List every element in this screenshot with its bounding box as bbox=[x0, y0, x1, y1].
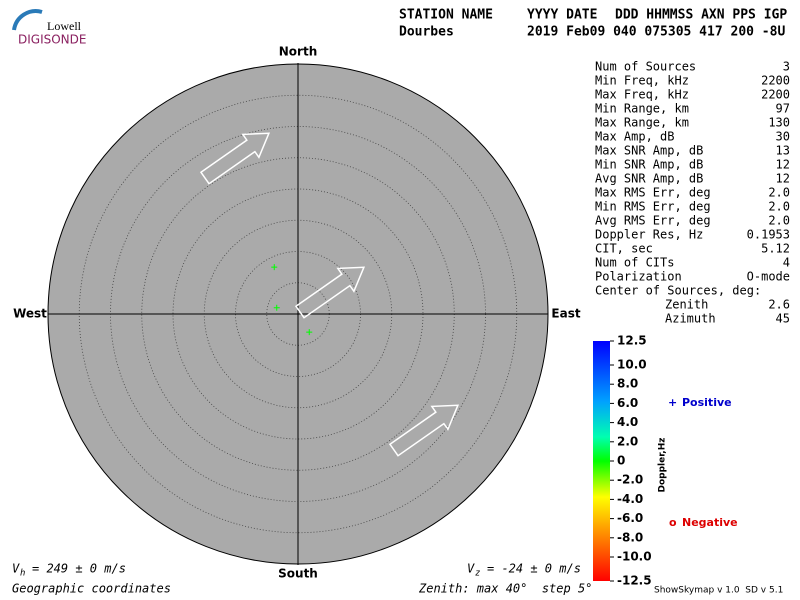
zenith: Zenith: max 40° step 5° bbox=[418, 582, 592, 596]
stat-label: Num of CITs bbox=[595, 256, 674, 270]
dir-north: North bbox=[279, 45, 317, 59]
stat-label: Center of Sources, deg: bbox=[595, 284, 761, 298]
stat-label: Num of Sources bbox=[595, 60, 696, 74]
stat-label: Polarization bbox=[595, 270, 682, 284]
stat-label: Avg SNR Amp, dB bbox=[595, 172, 703, 186]
stat-value: 2.6 bbox=[768, 298, 790, 312]
colorbar bbox=[593, 341, 610, 581]
stat-label: CIT, sec bbox=[595, 242, 653, 256]
colorbar-tick-label: 8.0 bbox=[617, 377, 638, 391]
stat-label: Min SNR Amp, dB bbox=[595, 158, 703, 172]
version: ShowSkymap v 1.0 SD v 5.1 bbox=[654, 586, 783, 596]
stat-value: 2.0 bbox=[768, 200, 790, 214]
stat-value: 5.12 bbox=[761, 242, 790, 256]
colorbar-tick-label: 10.0 bbox=[617, 358, 647, 372]
colorbar-tick-label: -2.0 bbox=[617, 473, 643, 487]
logo-bottom: DIGISONDE bbox=[18, 33, 86, 47]
header-col: DDD HHMMSS AXN PPS IGP bbox=[615, 8, 787, 23]
stat-value: 130 bbox=[768, 116, 790, 130]
dir-south: South bbox=[278, 567, 318, 581]
stat-value: 3 bbox=[783, 60, 790, 74]
colorbar-title: Doppler,Hz bbox=[658, 437, 668, 492]
dir-east: East bbox=[551, 307, 580, 321]
logo-swoosh bbox=[12, 9, 43, 31]
stat-label: Max Amp, dB bbox=[595, 130, 674, 144]
stat-value: 45 bbox=[776, 312, 790, 326]
vh-symbol: V bbox=[12, 562, 20, 576]
header-col: YYYY DATE bbox=[527, 8, 597, 23]
stat-value: 97 bbox=[776, 102, 790, 116]
colorbar-tick-label: 12.5 bbox=[617, 334, 647, 348]
stat-value: 2.0 bbox=[768, 214, 790, 228]
colorbar-tick-label: 0 bbox=[617, 454, 625, 468]
colorbar-tick-label: -10.0 bbox=[617, 550, 652, 564]
stat-value: O-mode bbox=[747, 270, 790, 284]
colorbar-tick-label: -4.0 bbox=[617, 492, 643, 506]
stat-value: 0.1953 bbox=[747, 228, 790, 242]
stat-value: 13 bbox=[776, 144, 790, 158]
header-col: STATION NAME bbox=[399, 8, 493, 23]
colorbar-tick-label: -8.0 bbox=[617, 530, 643, 544]
colorbar-tick-label: -6.0 bbox=[617, 511, 643, 525]
stat-value: 2.0 bbox=[768, 186, 790, 200]
colorbar-tick-label: 4.0 bbox=[617, 415, 638, 429]
colorbar-tick-label: 6.0 bbox=[617, 396, 638, 410]
vh-sub: h bbox=[20, 569, 25, 579]
stat-label: Doppler Res, Hz bbox=[595, 228, 703, 242]
coords: Geographic coordinates bbox=[12, 582, 171, 596]
legend-symbol: + bbox=[668, 396, 677, 409]
stat-value: 12 bbox=[776, 158, 790, 172]
stat-label: Max SNR Amp, dB bbox=[595, 144, 703, 158]
stat-value: 4 bbox=[783, 256, 790, 270]
stat-label: Max Range, km bbox=[595, 116, 689, 130]
vz-text: = -24 ± 0 m/s bbox=[487, 562, 581, 576]
colorbar-tick-label: 2.0 bbox=[617, 434, 638, 448]
stat-value: 30 bbox=[776, 130, 790, 144]
stat-label: Max Freq, kHz bbox=[595, 88, 689, 102]
stat-value: 12 bbox=[776, 172, 790, 186]
legend-symbol: o bbox=[669, 516, 677, 529]
stat-label: Avg RMS Err, deg bbox=[595, 214, 711, 228]
legend-label: Negative bbox=[682, 516, 738, 529]
logo-top: Lowell bbox=[47, 19, 82, 33]
legend-label: Positive bbox=[682, 396, 732, 409]
stat-label: Min RMS Err, deg bbox=[595, 200, 711, 214]
header-value: Dourbes bbox=[399, 25, 454, 40]
vz-sub: z bbox=[475, 569, 480, 579]
colorbar-tick-label: -12.5 bbox=[617, 574, 652, 588]
vz-symbol: V bbox=[467, 562, 475, 576]
stat-value: 2200 bbox=[761, 74, 790, 88]
arrow bbox=[388, 404, 460, 457]
vh-text: = 249 ± 0 m/s bbox=[32, 562, 126, 576]
source bbox=[273, 304, 280, 311]
header-value: 2019 Feb09 040 075305 417 200 -8U bbox=[527, 25, 785, 40]
arrow bbox=[294, 266, 366, 319]
source bbox=[306, 329, 313, 336]
dir-west: West bbox=[13, 307, 47, 321]
stat-label: Max RMS Err, deg bbox=[595, 186, 711, 200]
stat-label: Min Range, km bbox=[595, 102, 689, 116]
arrow bbox=[199, 132, 271, 185]
stat-label: Azimuth bbox=[665, 312, 716, 326]
source bbox=[271, 264, 278, 271]
stat-label: Zenith bbox=[665, 298, 708, 312]
stat-value: 2200 bbox=[761, 88, 790, 102]
stat-label: Min Freq, kHz bbox=[595, 74, 689, 88]
